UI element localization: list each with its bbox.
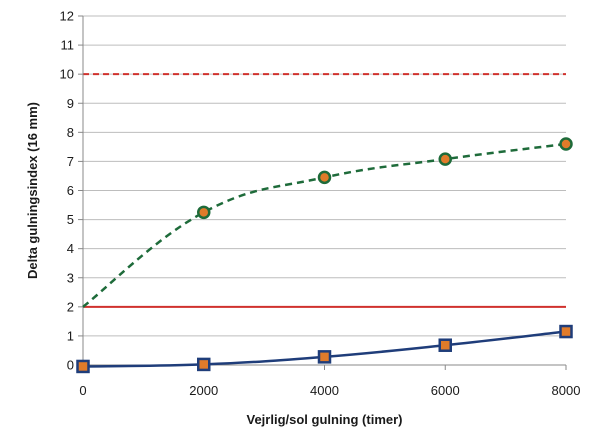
data-point-circle [438, 152, 452, 166]
y-tick-label: 0 [67, 358, 74, 373]
y-tick-label: 4 [67, 241, 74, 256]
data-point-circle [317, 170, 332, 185]
data-point-square [559, 324, 573, 339]
x-tick-label: 6000 [431, 383, 460, 398]
data-point-square [197, 357, 211, 372]
data-point-square [317, 350, 332, 364]
y-tick-label: 6 [67, 183, 74, 198]
y-tick-label: 7 [67, 154, 74, 169]
y-axis-title: Delta gulningsindex (16 mm) [25, 102, 40, 279]
y-tick-label: 10 [60, 67, 74, 82]
x-tick-label: 2000 [189, 383, 218, 398]
y-tick-label: 1 [67, 328, 74, 343]
y-tick-label: 2 [67, 299, 74, 314]
reference-lines [83, 73, 566, 308]
y-tick-label: 11 [61, 38, 75, 53]
data-point-circle [559, 137, 573, 151]
y-tick-label: 8 [67, 125, 74, 140]
data-point-square [438, 338, 452, 352]
y-tick-label: 3 [67, 270, 74, 285]
x-axis-title: Vejrlig/sol gulning (timer) [246, 412, 402, 427]
series-line-1 [82, 142, 567, 308]
x-tick-label: 0 [79, 383, 86, 398]
data-point-circle [197, 205, 211, 220]
x-tick-label: 4000 [310, 383, 339, 398]
y-tick-label: 9 [67, 96, 74, 111]
axes [78, 15, 567, 370]
data-point-square [76, 359, 90, 374]
y-tick-label: 12 [60, 9, 74, 24]
y-tick-label: 5 [67, 212, 74, 227]
series-layer [76, 137, 573, 374]
x-tick-label: 8000 [552, 383, 581, 398]
